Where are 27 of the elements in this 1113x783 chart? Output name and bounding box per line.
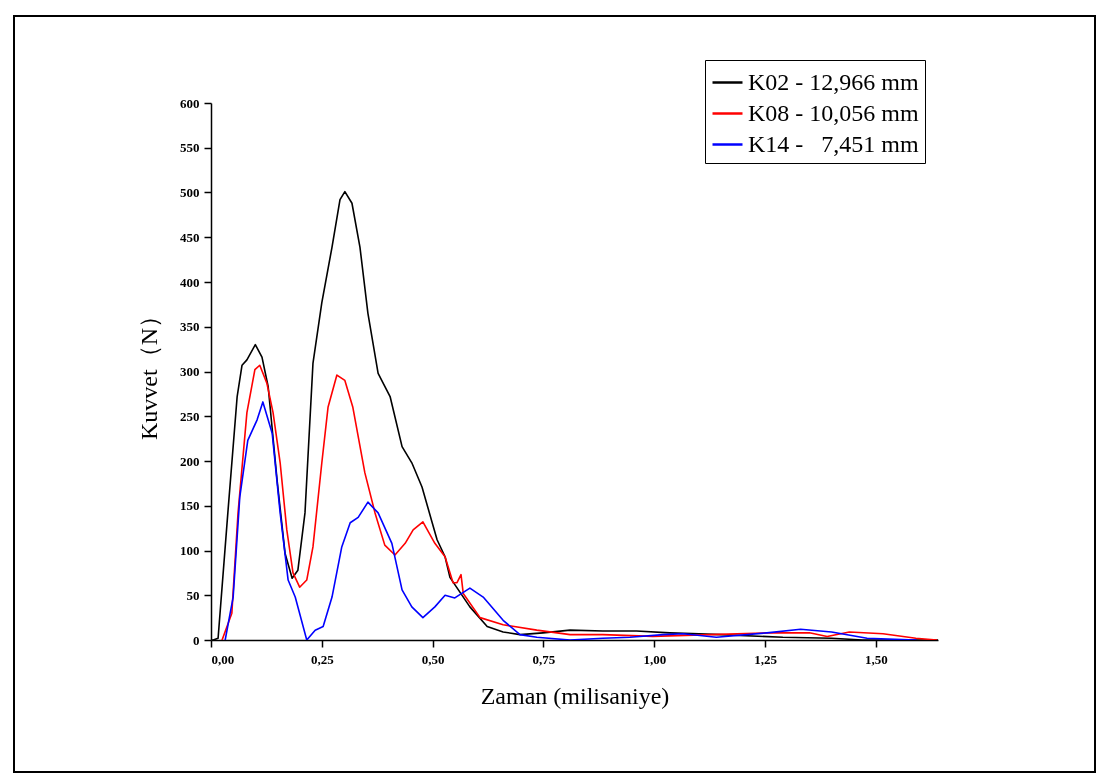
y-tick-label: 0 (193, 632, 200, 648)
legend-label: K08 - 10,056 mm (748, 99, 919, 126)
y-tick-label: 300 (180, 364, 200, 379)
y-tick-label: 50 (186, 587, 200, 603)
y-tick-label: 250 (180, 408, 200, 424)
line-series (221, 364, 938, 640)
x-tick-label: 0,00 (211, 651, 235, 667)
x-tick-label: 1,50 (865, 651, 888, 667)
y-tick-label: 350 (180, 319, 200, 335)
y-tick-label: 450 (180, 229, 200, 245)
line-series (224, 401, 917, 640)
x-tick-label: 0,50 (421, 651, 445, 667)
x-tick-label: 1,25 (754, 651, 778, 667)
x-tick-label: 1,00 (643, 651, 667, 667)
y-tick-label: 100 (180, 543, 200, 558)
y-tick-label: 400 (180, 274, 200, 290)
x-axis-title: Zaman (milisaniye) (480, 682, 670, 709)
y-tick-label: 600 (180, 95, 200, 111)
y-tick-label: 500 (180, 185, 200, 200)
y-tick-label: 550 (180, 140, 200, 156)
y-tick-label: 200 (180, 453, 200, 469)
x-tick-label: 0,75 (532, 651, 556, 667)
x-tick-label: 0,25 (310, 651, 335, 667)
legend-label: K02 - 12,966 mm (748, 68, 919, 95)
y-axis-title: Kuvvet（N） (136, 304, 162, 440)
legend-label: K14 - 7,451 mm (748, 130, 919, 157)
y-tick-label: 150 (180, 498, 200, 514)
